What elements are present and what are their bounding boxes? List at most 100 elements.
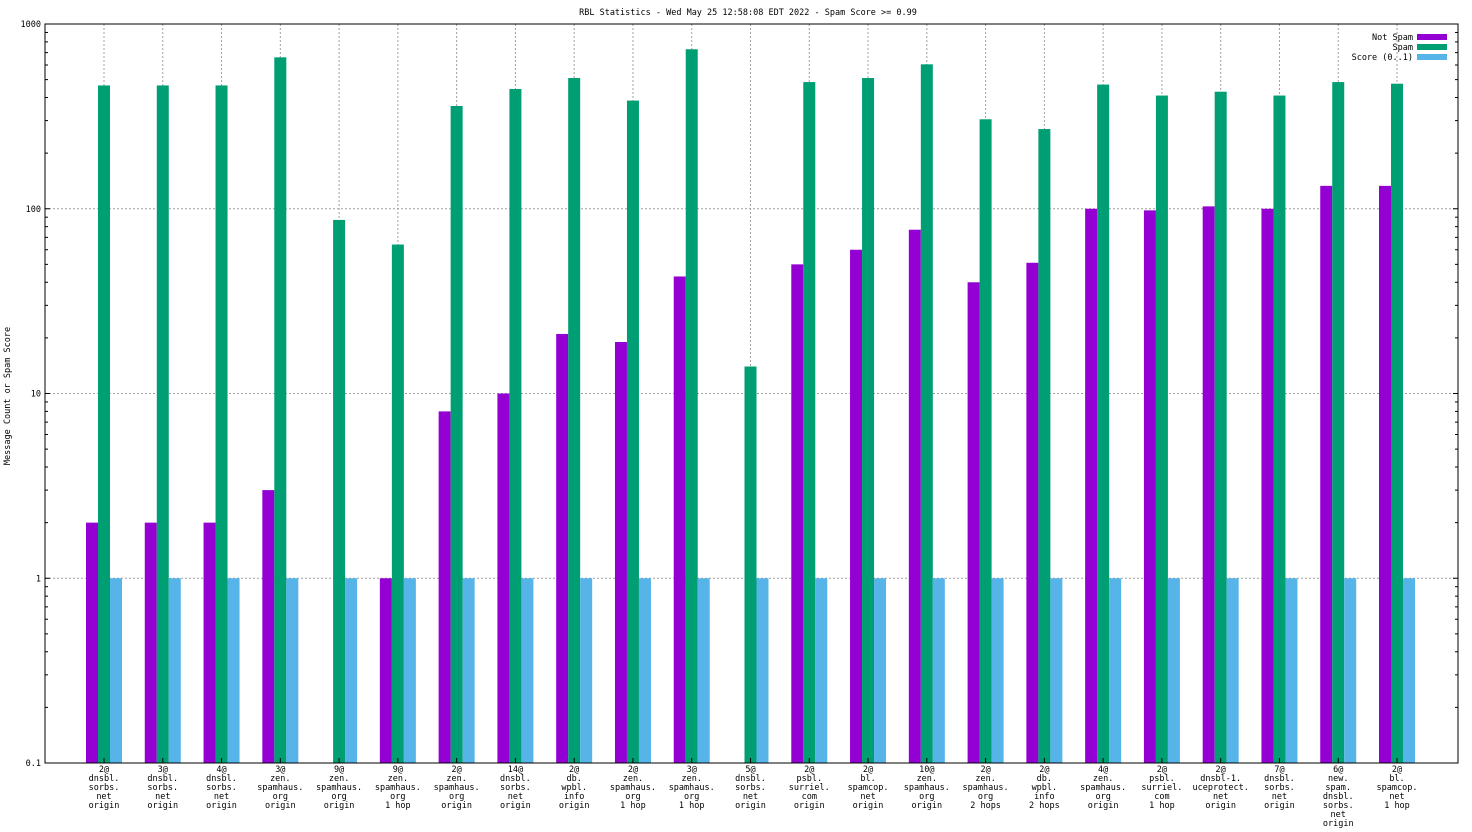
bar-not-spam	[1026, 262, 1039, 763]
x-tick-label-line: zen.	[917, 774, 937, 784]
x-tick-label-line: 2@	[99, 765, 109, 775]
bar-not-spam	[203, 522, 216, 763]
x-tick-label-line: net	[1272, 792, 1287, 802]
x-tick-label-line: 2@	[1039, 765, 1049, 775]
bar-not-spam	[1261, 208, 1274, 763]
bar-score-0-1	[991, 578, 1004, 763]
bar-not-spam	[967, 282, 980, 763]
y-tick-label: 100	[26, 205, 41, 215]
x-tick-label-line: spamhaus.	[257, 783, 303, 793]
x-tick-label-line: origin	[500, 801, 531, 811]
x-tick-label-line: 1 hop	[679, 801, 705, 811]
bar-spam	[1391, 83, 1403, 764]
x-tick-label-line: net	[860, 792, 875, 802]
bar-not-spam	[379, 578, 392, 763]
x-tick-label: 2@ dnsbl. sorbs. net origin	[89, 765, 120, 811]
x-tick-label-line: 2@	[980, 765, 990, 775]
bar-score-0-1	[168, 578, 181, 763]
legend-swatch	[1417, 34, 1447, 40]
bar-not-spam	[556, 333, 569, 763]
x-tick-label-line: sorbs.	[500, 783, 531, 793]
x-tick-label-line: origin	[794, 801, 825, 811]
x-tick-label-line: org	[978, 792, 993, 802]
bar-not-spam	[1085, 208, 1098, 763]
bar-score-0-1	[1403, 578, 1415, 763]
x-tick-label-line: sorbs.	[735, 783, 766, 793]
x-tick-label: 2@ db. wpbl. info origin	[559, 765, 590, 811]
x-tick-label-line: origin	[735, 801, 766, 811]
x-tick-label: 3@ dnsbl. sorbs. net origin	[147, 765, 178, 811]
x-tick-label: 4@ zen. spamhaus. org origin	[1080, 765, 1126, 811]
x-tick-label-line: origin	[206, 801, 237, 811]
x-tick-label-line: zen.	[975, 774, 995, 784]
x-tick-label-line: net	[1389, 792, 1404, 802]
x-tick-label: 2@ zen. spamhaus. org origin	[434, 765, 480, 811]
x-tick-label-line: 2@	[1157, 765, 1167, 775]
x-tick-label-line: db.	[567, 774, 582, 784]
legend-swatch	[1417, 44, 1447, 50]
x-tick-label-line: 2@	[1216, 765, 1226, 775]
x-tick-label-line: origin	[324, 801, 355, 811]
x-tick-label-line: org	[449, 792, 464, 802]
x-tick-label-line: psbl.	[796, 774, 822, 784]
x-tick-label-line: dnsbl.	[735, 774, 766, 784]
x-tick-label-line: net	[96, 792, 111, 802]
x-tick-label: 6@ new. spam. dnsbl. sorbs. net origin	[1323, 765, 1354, 828]
x-tick-label-line: spamhaus.	[316, 783, 362, 793]
x-tick-label: 2@ zen. spamhaus. org 2 hops	[963, 765, 1009, 811]
x-tick-label-line: zen.	[446, 774, 466, 784]
x-tick-label-line: 5@	[745, 765, 755, 775]
x-tick-label-line: spamhaus.	[610, 783, 656, 793]
x-tick-label-line: sorbs.	[1264, 783, 1295, 793]
x-tick-label: 9@ zen. spamhaus. org origin	[316, 765, 362, 811]
bar-not-spam	[1143, 210, 1156, 764]
x-tick-label-line: spamhaus.	[1080, 783, 1126, 793]
x-tick-label-line: org	[625, 792, 640, 802]
x-tick-label-line: dnsbl-1.	[1200, 774, 1241, 784]
bar-spam	[333, 219, 346, 763]
x-tick-label-line: zen.	[623, 774, 643, 784]
x-tick-label-line: spamhaus.	[669, 783, 715, 793]
bar-score-0-1	[345, 578, 358, 763]
x-tick-label-line: 4@	[216, 765, 226, 775]
x-tick-label-line: org	[390, 792, 405, 802]
bar-spam	[626, 100, 639, 764]
x-tick-label-line: org	[273, 792, 288, 802]
bar-spam	[979, 119, 992, 763]
x-tick-label-line: origin	[559, 801, 590, 811]
bar-score-0-1	[110, 578, 122, 763]
x-tick-label: 9@ zen. spamhaus. org 1 hop	[375, 765, 421, 811]
bar-spam	[450, 105, 463, 763]
x-tick-label-line: info	[1034, 792, 1054, 802]
x-tick-label: 3@ zen. spamhaus. org origin	[257, 765, 303, 811]
x-tick-label-line: 7@	[1274, 765, 1284, 775]
bar-spam	[1332, 82, 1345, 764]
x-tick-label: 14@ dnsbl. sorbs. net origin	[500, 765, 531, 811]
x-tick-label-line: 2@	[452, 765, 462, 775]
bar-spam	[568, 78, 581, 763]
bar-score-0-1	[286, 578, 299, 763]
x-tick-label-line: info	[564, 792, 584, 802]
x-tick-label-line: com	[802, 792, 817, 802]
bar-score-0-1	[403, 578, 416, 763]
bar-not-spam	[144, 522, 157, 763]
x-tick-label-line: sorbs.	[147, 783, 178, 793]
x-tick-label-line: 9@	[393, 765, 403, 775]
bar-not-spam	[438, 411, 451, 763]
x-tick-label-line: net	[1331, 810, 1346, 820]
legend-label: Spam	[1393, 43, 1413, 53]
x-tick-label-line: origin	[853, 801, 884, 811]
x-tick-label-line: sorbs.	[206, 783, 237, 793]
x-tick-label-line: 3@	[158, 765, 168, 775]
bar-score-0-1	[1167, 578, 1180, 763]
bar-spam	[920, 64, 933, 764]
legend-label: Score (0..1)	[1352, 53, 1413, 63]
x-tick-label-line: com	[1154, 792, 1169, 802]
bar-score-0-1	[1109, 578, 1122, 763]
bar-spam	[1214, 91, 1227, 764]
x-tick-label-line: bl.	[860, 774, 875, 784]
x-tick-label-line: 9@	[334, 765, 344, 775]
